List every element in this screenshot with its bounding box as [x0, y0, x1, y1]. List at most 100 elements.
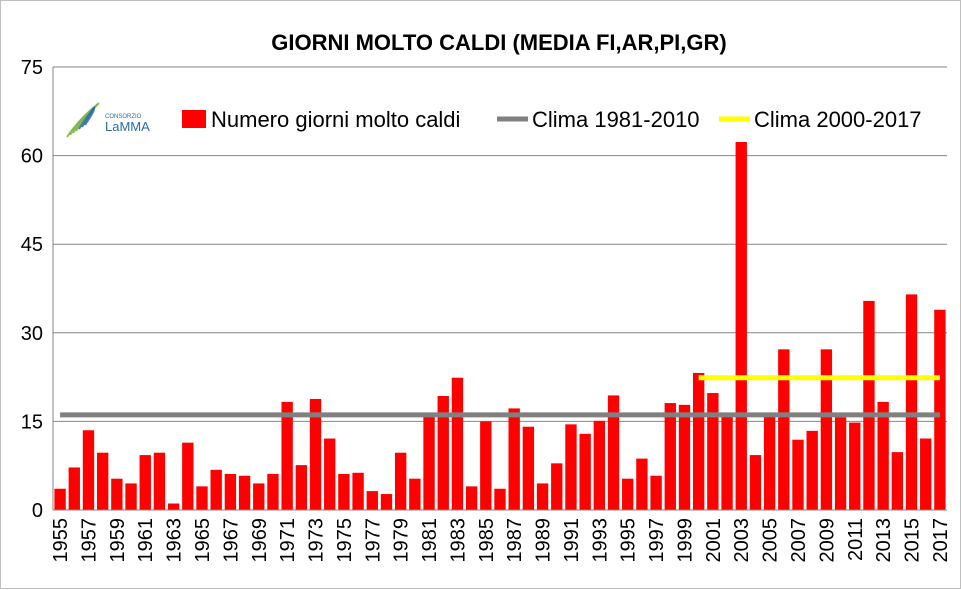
bar-1962	[153, 452, 166, 510]
x-tick-label: 1975	[334, 518, 356, 563]
bar-1986	[494, 488, 506, 510]
x-tick-labels: 1955 1957 1959 1961 1963 1965 1967 1969 1971 1973…	[50, 518, 952, 563]
bar-1985	[480, 421, 492, 510]
gridlines	[53, 66, 947, 422]
x-tick-label: 1979	[391, 518, 413, 563]
bar-1959	[111, 478, 123, 510]
x-tick-label: 1963	[164, 518, 186, 563]
bar-1956	[68, 467, 80, 510]
bar-1976	[352, 472, 364, 510]
bar-1983	[451, 377, 464, 510]
bar-1978	[380, 494, 393, 510]
reference-lines	[60, 375, 940, 418]
bar-1984	[465, 486, 478, 510]
bars	[54, 142, 946, 511]
x-tick-label: 1991	[561, 518, 583, 563]
x-tick-label: 2005	[760, 518, 782, 563]
bar-1955	[54, 488, 66, 510]
bar-1987	[508, 408, 520, 510]
bar-2006	[778, 349, 790, 510]
bar-1967	[224, 473, 237, 510]
bar-1979	[394, 452, 407, 510]
bar-1982	[437, 396, 449, 510]
bar-1964	[182, 442, 194, 510]
bar-1994	[607, 395, 620, 510]
bar-1973	[309, 398, 322, 510]
bar-1971	[281, 401, 293, 510]
bar-2017	[934, 309, 946, 510]
bar-1999	[678, 404, 691, 510]
x-tick-label: 1981	[419, 518, 441, 563]
y-tick-label: 30	[21, 323, 43, 345]
bar-1989	[536, 483, 549, 510]
chart-title: GIORNI MOLTO CALDI (MEDIA FI,AR,PI,GR)	[271, 30, 726, 55]
bar-2009	[820, 349, 833, 510]
y-tick-label: 0	[32, 500, 43, 522]
y-tick-label: 45	[21, 234, 43, 256]
bar-2015	[905, 294, 918, 510]
x-tick-label: 2013	[873, 518, 895, 563]
bar-1958	[96, 452, 109, 510]
bar-2008	[806, 430, 818, 510]
bar-1997	[650, 475, 662, 510]
y-tick-label: 15	[21, 411, 43, 433]
x-tick-label: 2009	[816, 518, 838, 563]
x-tick-label: 1989	[533, 518, 555, 563]
legend-swatch-bars	[182, 110, 206, 128]
bar-1977	[366, 491, 378, 510]
bar-2014	[891, 452, 904, 510]
axes	[52, 67, 947, 511]
x-tick-label: 1961	[135, 518, 157, 563]
x-tick-label: 1969	[249, 518, 271, 563]
x-tick-label: 2007	[788, 518, 810, 563]
bar-1988	[522, 426, 535, 510]
x-tick-label: 2017	[930, 518, 952, 563]
x-tick-label: 1997	[646, 518, 668, 563]
bar-2000	[692, 372, 705, 510]
x-tick-label: 1985	[476, 518, 498, 563]
bar-1969	[253, 483, 265, 510]
bar-2013	[877, 401, 889, 510]
bar-1957	[82, 430, 95, 510]
bar-1998	[664, 403, 676, 510]
bar-2002	[721, 414, 733, 510]
y-tick-label: 75	[21, 57, 43, 79]
x-tick-label: 1987	[504, 518, 526, 563]
lamma-logo: CONSORZIO LaMMA	[66, 102, 150, 138]
x-tick-label: 1957	[78, 518, 100, 563]
x-tick-label: 2011	[845, 518, 867, 561]
bar-1993	[593, 420, 606, 510]
bar-1975	[338, 473, 350, 510]
x-tick-label: 1959	[107, 518, 129, 563]
x-tick-label: 1993	[589, 518, 611, 563]
bar-1960	[125, 483, 137, 510]
bar-2004	[749, 455, 762, 510]
x-tick-label: 1999	[674, 518, 696, 563]
legend-label-bars: Numero giorni molto caldi	[211, 107, 460, 132]
x-tick-label: 1955	[50, 518, 72, 563]
bar-1990	[551, 463, 563, 510]
bar-2011	[849, 422, 861, 510]
y-tick-labels: 0 15 30 45 60 75	[21, 57, 43, 522]
bar-1996	[636, 458, 648, 510]
logo-small-text: CONSORZIO	[105, 114, 142, 120]
bar-1992	[579, 433, 591, 510]
x-tick-label: 2015	[902, 518, 924, 563]
bar-1991	[565, 424, 577, 510]
x-tick-label: 2003	[731, 518, 753, 563]
logo-brand-text: LaMMA	[105, 119, 150, 134]
y-tick-label: 60	[21, 146, 43, 168]
bar-1968	[238, 475, 251, 510]
x-tick-label: 1967	[220, 518, 242, 563]
bar-2007	[792, 439, 804, 510]
bar-2003	[735, 142, 747, 511]
x-tick-label: 1965	[192, 518, 214, 563]
bar-2012	[863, 300, 875, 510]
bar-1981	[423, 414, 435, 510]
bar-1963	[167, 503, 180, 510]
x-tick-label: 1973	[306, 518, 328, 563]
legend: Numero giorni molto caldi Clima 1981-201…	[182, 107, 922, 132]
bar-1970	[267, 473, 279, 510]
bar-1961	[139, 455, 151, 510]
